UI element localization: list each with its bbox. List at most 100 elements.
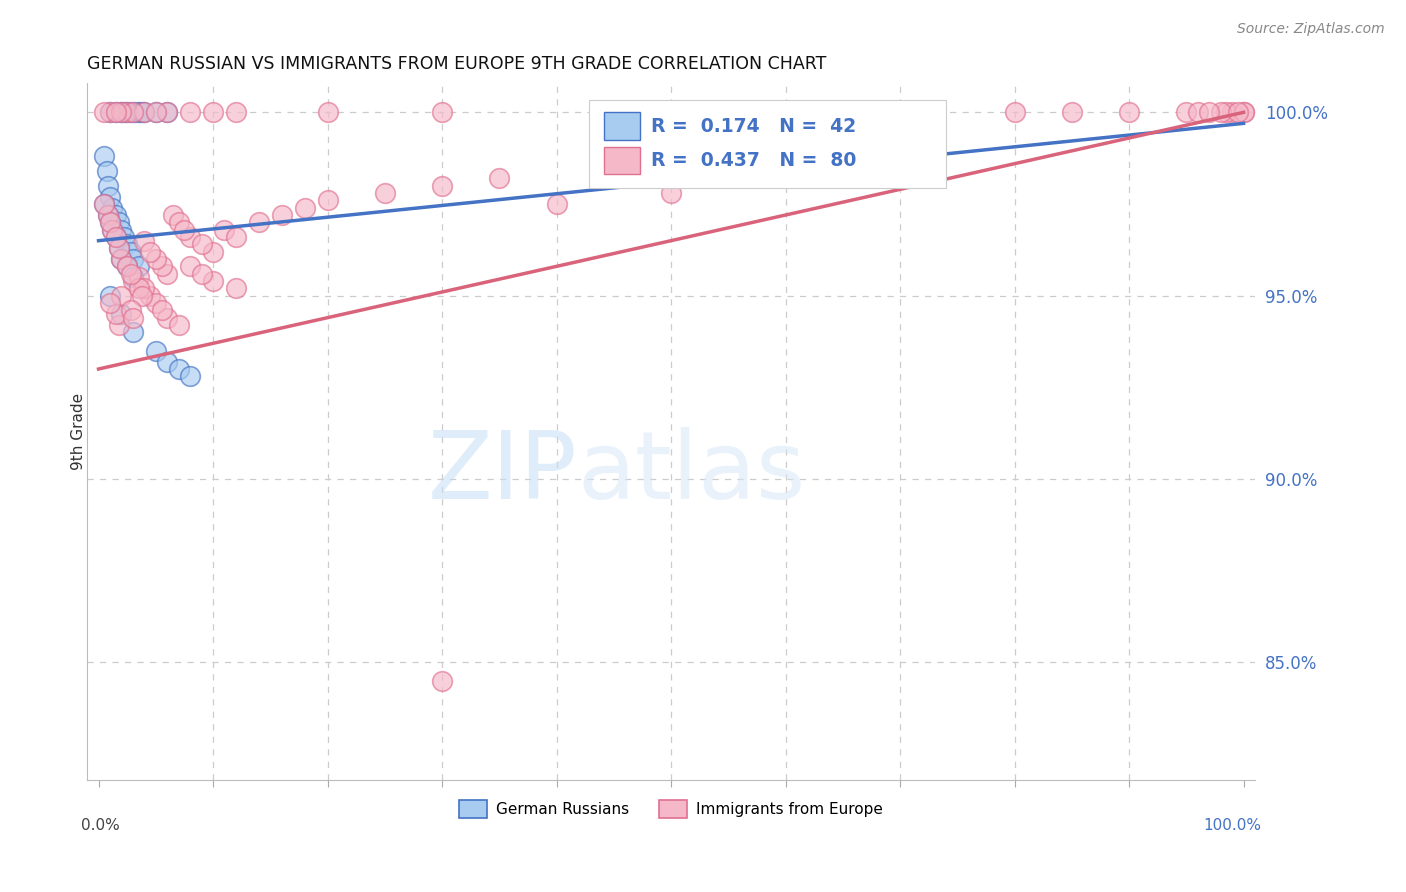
- Point: [145, 296, 167, 310]
- Point: [98, 296, 121, 310]
- Point: [145, 105, 167, 120]
- Point: [120, 244, 142, 259]
- Point: [162, 208, 184, 222]
- Point: [190, 267, 212, 281]
- Text: atlas: atlas: [578, 427, 806, 519]
- Point: [134, 105, 156, 120]
- Point: [167, 362, 190, 376]
- Point: [101, 222, 124, 236]
- Point: [1215, 105, 1237, 120]
- Point: [115, 237, 138, 252]
- Point: [156, 310, 179, 325]
- Point: [131, 288, 153, 302]
- Point: [156, 105, 179, 120]
- Point: [173, 222, 195, 236]
- Point: [1220, 105, 1243, 120]
- Point: [108, 241, 131, 255]
- Point: [110, 222, 132, 236]
- Point: [98, 189, 121, 203]
- Text: 100.0%: 100.0%: [1204, 818, 1261, 833]
- Point: [131, 105, 153, 120]
- Point: [98, 215, 121, 229]
- Point: [110, 252, 132, 266]
- Point: [167, 318, 190, 332]
- Point: [128, 270, 150, 285]
- Point: [214, 222, 236, 236]
- Point: [225, 105, 247, 120]
- Point: [108, 241, 131, 255]
- Text: R =  0.174   N =  42: R = 0.174 N = 42: [651, 117, 856, 136]
- Point: [124, 105, 146, 120]
- Point: [98, 105, 121, 120]
- Point: [1175, 105, 1198, 120]
- Point: [110, 105, 132, 120]
- FancyBboxPatch shape: [605, 146, 640, 175]
- Point: [93, 105, 115, 120]
- Point: [104, 230, 127, 244]
- Point: [1004, 105, 1026, 120]
- Point: [150, 303, 173, 318]
- Point: [156, 105, 179, 120]
- Point: [179, 230, 201, 244]
- Point: [659, 105, 682, 120]
- Point: [122, 310, 145, 325]
- Point: [134, 105, 156, 120]
- Point: [101, 222, 124, 236]
- Text: GERMAN RUSSIAN VS IMMIGRANTS FROM EUROPE 9TH GRADE CORRELATION CHART: GERMAN RUSSIAN VS IMMIGRANTS FROM EUROPE…: [87, 55, 827, 73]
- Point: [145, 105, 167, 120]
- Point: [1232, 105, 1254, 120]
- Point: [115, 105, 138, 120]
- Point: [179, 369, 201, 384]
- Point: [294, 201, 316, 215]
- Point: [97, 208, 120, 222]
- Point: [120, 303, 142, 318]
- Point: [104, 307, 127, 321]
- Point: [134, 234, 156, 248]
- Point: [98, 105, 121, 120]
- Point: [430, 105, 453, 120]
- FancyBboxPatch shape: [589, 101, 945, 187]
- Point: [202, 274, 225, 288]
- Point: [115, 260, 138, 274]
- Point: [110, 105, 132, 120]
- Point: [139, 244, 162, 259]
- Point: [225, 230, 247, 244]
- Point: [202, 244, 225, 259]
- Point: [110, 252, 132, 266]
- Point: [156, 267, 179, 281]
- Point: [93, 197, 115, 211]
- Point: [112, 230, 135, 244]
- Point: [270, 208, 292, 222]
- Point: [316, 105, 339, 120]
- Point: [889, 105, 911, 120]
- Point: [202, 105, 225, 120]
- Point: [134, 281, 156, 295]
- Point: [1226, 105, 1249, 120]
- Point: [98, 288, 121, 302]
- Point: [122, 326, 145, 340]
- Point: [122, 105, 145, 120]
- Text: Source: ZipAtlas.com: Source: ZipAtlas.com: [1237, 22, 1385, 37]
- Point: [122, 274, 145, 288]
- Point: [104, 105, 127, 120]
- Point: [122, 252, 145, 266]
- Point: [546, 197, 568, 211]
- Text: R =  0.437   N =  80: R = 0.437 N = 80: [651, 151, 856, 170]
- FancyBboxPatch shape: [605, 112, 640, 140]
- Point: [145, 252, 167, 266]
- Point: [247, 215, 270, 229]
- Point: [128, 281, 150, 295]
- Point: [128, 105, 150, 120]
- Point: [98, 215, 121, 229]
- Point: [108, 215, 131, 229]
- Y-axis label: 9th Grade: 9th Grade: [72, 392, 86, 470]
- Point: [120, 105, 142, 120]
- Point: [139, 288, 162, 302]
- Point: [659, 186, 682, 200]
- Text: 0.0%: 0.0%: [82, 818, 120, 833]
- Point: [179, 105, 201, 120]
- Point: [93, 149, 115, 163]
- Point: [104, 208, 127, 222]
- Point: [110, 307, 132, 321]
- Point: [190, 237, 212, 252]
